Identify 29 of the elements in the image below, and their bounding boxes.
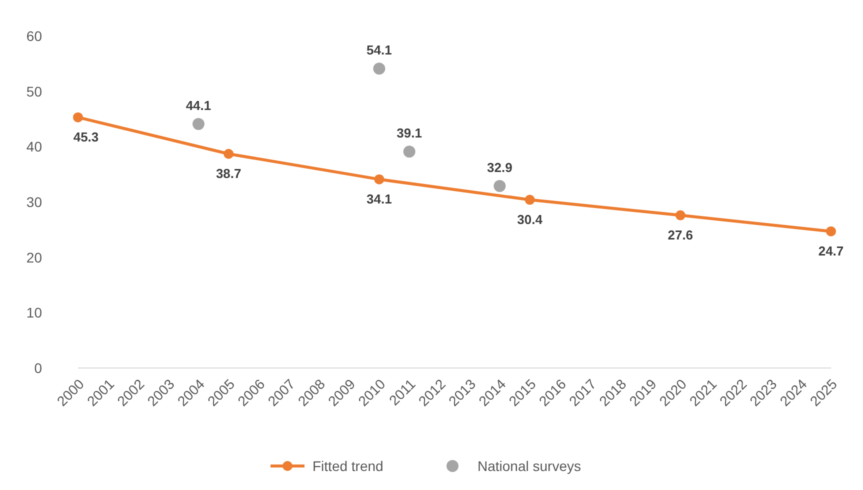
data-label: 30.4 xyxy=(517,212,544,227)
y-tick-label: 10 xyxy=(26,304,42,321)
y-tick-label: 50 xyxy=(26,83,42,100)
y-tick-label: 30 xyxy=(26,194,42,210)
point xyxy=(374,174,384,184)
point xyxy=(675,210,686,220)
data-label: 27.6 xyxy=(668,227,694,242)
point xyxy=(224,148,234,159)
data-label: 54.1 xyxy=(366,42,392,58)
data-label: 32.9 xyxy=(487,160,512,175)
y-tick-label: 0 xyxy=(34,360,42,376)
legend-label: Fitted trend xyxy=(312,458,384,474)
data-label: 34.1 xyxy=(366,191,392,206)
data-label: 45.3 xyxy=(73,129,99,144)
data-label: 39.1 xyxy=(396,126,422,141)
point xyxy=(494,180,506,192)
point xyxy=(826,226,836,236)
point xyxy=(373,62,386,75)
data-label: 44.1 xyxy=(186,98,212,113)
legend-label: National surveys xyxy=(478,458,581,474)
y-tick-label: 60 xyxy=(26,28,42,44)
data-label: 24.7 xyxy=(818,243,844,258)
point xyxy=(524,194,535,205)
point xyxy=(403,146,416,158)
y-tick-label: 40 xyxy=(26,138,42,155)
point xyxy=(73,112,83,122)
data-label: 38.7 xyxy=(216,166,242,181)
point xyxy=(192,118,204,130)
y-tick-label: 20 xyxy=(26,249,42,266)
